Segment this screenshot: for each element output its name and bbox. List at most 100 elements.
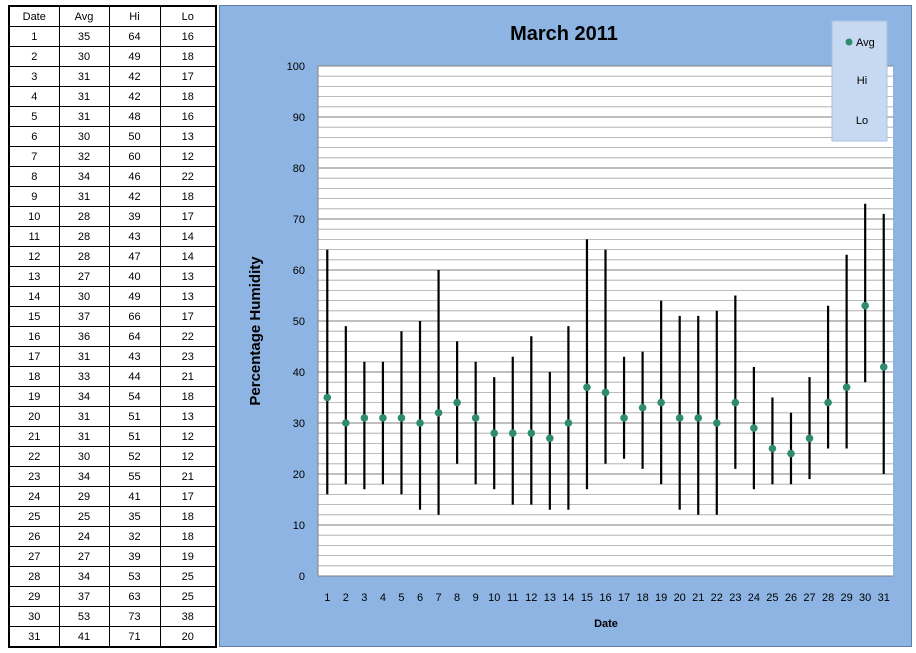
cell-avg: 53: [58, 606, 110, 627]
col-header-avg: Avg: [58, 5, 110, 27]
avg-point: [379, 414, 387, 422]
cell-lo: 21: [159, 366, 217, 387]
avg-point: [490, 429, 499, 438]
cell-hi: 54: [108, 386, 161, 407]
cell-date: 22: [8, 446, 60, 467]
cell-avg: 31: [58, 106, 110, 127]
avg-point: [712, 419, 721, 427]
x-tick-label: 23: [729, 592, 741, 604]
cell-avg: 28: [58, 206, 110, 227]
table-row: 25 25 35 18: [8, 506, 217, 527]
legend-entry-hi: Hi: [857, 75, 867, 87]
table-row: 24 29 41 17: [8, 486, 217, 507]
cell-hi: 32: [108, 526, 161, 547]
avg-point: [657, 398, 665, 407]
x-tick-label: 27: [803, 592, 815, 604]
x-tick-label: 24: [748, 592, 760, 604]
x-tick-label: 2: [343, 592, 349, 604]
chart-area: March 2011 Percentage Humidity Date 0 10 2…: [219, 5, 912, 647]
cell-date: 7: [8, 146, 60, 167]
cell-lo: 21: [159, 466, 217, 487]
cell-avg: 32: [58, 146, 110, 167]
cell-hi: 64: [108, 326, 161, 347]
cell-date: 11: [8, 226, 60, 247]
table-row: 14 30 49 13: [8, 286, 217, 307]
cell-avg: 27: [58, 266, 110, 287]
cell-hi: 71: [108, 626, 161, 648]
cell-lo: 17: [159, 486, 217, 507]
avg-point: [471, 414, 480, 422]
table-row: 1 35 64 16: [8, 26, 217, 47]
cell-date: 29: [8, 586, 60, 607]
cell-hi: 35: [108, 506, 161, 527]
cell-lo: 19: [159, 546, 217, 567]
cell-date: 5: [8, 106, 60, 127]
avg-point: [694, 414, 703, 422]
x-tick-label: 21: [692, 592, 704, 604]
cell-lo: 22: [159, 166, 217, 187]
cell-hi: 47: [108, 246, 161, 267]
cell-avg: 29: [58, 486, 110, 507]
cell-hi: 42: [108, 86, 161, 107]
avg-point: [583, 383, 591, 392]
y-tick-label: 80: [293, 163, 305, 175]
x-tick-label: 14: [562, 592, 574, 604]
x-tick-label: 12: [525, 592, 537, 604]
table-row: 11 28 43 14: [8, 226, 217, 247]
cell-date: 9: [8, 186, 60, 207]
cell-hi: 43: [108, 226, 161, 247]
avg-point: [360, 414, 369, 422]
table-row: 21 31 51 12: [8, 426, 217, 447]
cell-date: 15: [8, 306, 60, 327]
table-row: 13 27 40 13: [8, 266, 217, 287]
cell-avg: 28: [58, 226, 110, 247]
avg-point: [750, 424, 758, 432]
cell-lo: 14: [159, 246, 217, 267]
avg-point: [342, 419, 350, 427]
data-table: Date Avg Hi Lo 1 35 64 16 2 30 49 18 3 31 42 17 4 31 4…: [8, 5, 217, 648]
cell-lo: 17: [159, 306, 217, 327]
cell-date: 2: [8, 46, 60, 67]
cell-date: 13: [8, 266, 60, 287]
cell-avg: 30: [58, 46, 110, 67]
cell-hi: 51: [108, 406, 161, 427]
table-row: 3 31 42 17: [8, 66, 217, 87]
cell-date: 4: [8, 86, 60, 107]
x-tick-label: 20: [674, 592, 686, 604]
avg-point: [861, 301, 869, 310]
y-tick-label: 20: [293, 469, 305, 481]
avg-point: [768, 444, 777, 453]
x-tick-label: 5: [398, 592, 404, 604]
table-row: 28 34 53 25: [8, 566, 217, 587]
cell-avg: 28: [58, 246, 110, 267]
cell-hi: 51: [108, 426, 161, 447]
table-row: 10 28 39 17: [8, 206, 217, 227]
cell-avg: 31: [58, 346, 110, 367]
cell-hi: 64: [108, 26, 161, 47]
y-tick-label: 40: [293, 367, 305, 379]
cell-lo: 25: [159, 566, 217, 587]
x-tick-label: 28: [822, 592, 834, 604]
avg-point: [508, 429, 517, 438]
avg-point: [601, 388, 610, 397]
cell-hi: 53: [108, 566, 161, 587]
cell-hi: 50: [108, 126, 161, 147]
cell-date: 16: [8, 326, 60, 347]
table-row: 6 30 50 13: [8, 126, 217, 147]
avg-point: [546, 434, 554, 443]
avg-point: [416, 419, 424, 427]
cell-avg: 27: [58, 546, 110, 567]
chart-title: March 2011: [510, 23, 618, 45]
cell-avg: 35: [58, 26, 110, 47]
cell-hi: 43: [108, 346, 161, 367]
cell-date: 10: [8, 206, 60, 227]
cell-date: 26: [8, 526, 60, 547]
cell-avg: 31: [58, 186, 110, 207]
cell-lo: 20: [159, 626, 217, 648]
cell-lo: 18: [159, 506, 217, 527]
cell-date: 27: [8, 546, 60, 567]
table-row: 19 34 54 18: [8, 386, 217, 407]
cell-hi: 46: [108, 166, 161, 187]
cell-date: 31: [8, 626, 60, 648]
x-tick-label: 7: [436, 592, 442, 604]
